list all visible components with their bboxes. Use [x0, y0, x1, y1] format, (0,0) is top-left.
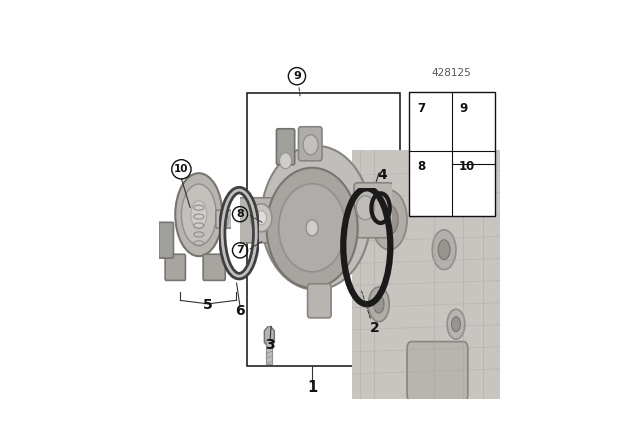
Text: 5: 5 — [203, 298, 213, 312]
Text: 8: 8 — [236, 209, 244, 219]
Text: 10: 10 — [459, 160, 476, 173]
Text: 428125: 428125 — [431, 68, 472, 78]
Text: 7: 7 — [236, 246, 244, 255]
Bar — [247, 94, 401, 366]
Text: 7: 7 — [418, 102, 426, 115]
Text: 3: 3 — [265, 338, 275, 352]
Text: 9: 9 — [459, 102, 467, 115]
Text: 9: 9 — [293, 71, 301, 81]
Text: 10: 10 — [174, 164, 189, 174]
Text: 4: 4 — [378, 168, 387, 182]
Text: 8: 8 — [418, 160, 426, 173]
Text: 1: 1 — [307, 380, 317, 395]
Text: 2: 2 — [370, 321, 380, 335]
Bar — [409, 92, 495, 216]
Text: 6: 6 — [236, 304, 245, 318]
